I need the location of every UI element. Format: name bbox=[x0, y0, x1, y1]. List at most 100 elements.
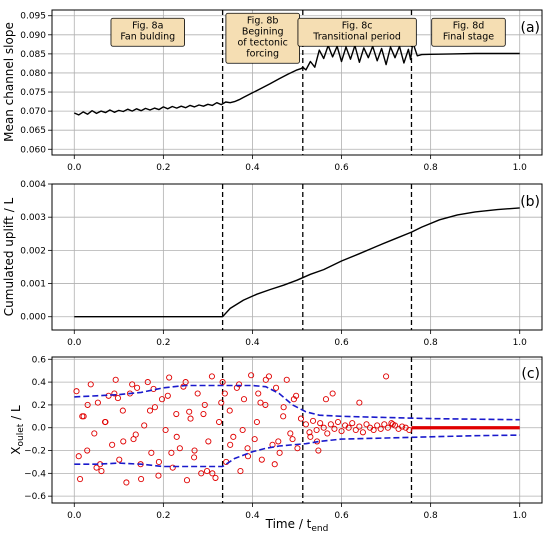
scatter-point bbox=[275, 438, 282, 445]
scatter-point bbox=[262, 401, 269, 408]
x-axis-label-main: Time / t bbox=[265, 517, 312, 531]
scatter-point bbox=[320, 424, 327, 431]
scatter-point bbox=[297, 415, 305, 422]
scatter-point bbox=[374, 422, 381, 429]
panel-b-y-tick-label: 0.000 bbox=[20, 313, 46, 323]
x-axis-label-sub: end bbox=[311, 524, 328, 534]
scatter-point bbox=[134, 384, 141, 391]
scatter-point bbox=[248, 372, 255, 379]
scatter-point bbox=[331, 425, 338, 432]
scatter-point bbox=[144, 379, 151, 386]
panel-c-envelope bbox=[74, 384, 520, 468]
scatter-point bbox=[265, 373, 272, 380]
annotation-text: Fan bulding bbox=[120, 31, 175, 42]
scatter-point bbox=[334, 418, 342, 426]
scatter-point bbox=[187, 415, 194, 422]
annotation-text: Begining bbox=[242, 26, 284, 37]
scatter-point bbox=[182, 379, 189, 386]
scatter-point bbox=[251, 436, 258, 443]
panel-c-y-tick-label: −0.6 bbox=[24, 492, 46, 502]
panel-c-y-tick-label: 0.0 bbox=[32, 424, 47, 434]
panel-b-x-tick-label: 1.0 bbox=[513, 338, 528, 348]
scatter-point bbox=[377, 425, 384, 432]
scatter-point bbox=[338, 428, 345, 435]
panel-c-grid bbox=[52, 357, 542, 503]
scatter-point bbox=[356, 399, 363, 406]
panel-c-x-tick-label: 0.6 bbox=[334, 511, 349, 521]
annotation-text: Fig. 8c bbox=[342, 20, 373, 31]
scatter-point bbox=[370, 426, 377, 434]
scatter-point bbox=[94, 399, 101, 406]
scatter-point bbox=[119, 407, 126, 414]
scatter-point bbox=[114, 395, 121, 402]
panel-b-label: (b) bbox=[520, 194, 540, 210]
scatter-point bbox=[215, 418, 223, 426]
scatter-point bbox=[317, 420, 324, 427]
annotation-box-frame bbox=[431, 17, 506, 47]
scatter-point bbox=[307, 433, 314, 440]
scatter-point bbox=[111, 390, 118, 397]
scatter-point bbox=[399, 423, 406, 430]
scatter-point bbox=[244, 453, 252, 460]
scatter-point bbox=[138, 475, 145, 483]
panel-c-x-tick-label: 1.0 bbox=[513, 511, 528, 521]
scatter-point bbox=[313, 426, 320, 434]
panel-c-ylabel-main: X bbox=[9, 446, 23, 454]
panel-a-x-tick-label: 0.2 bbox=[156, 163, 170, 173]
panel-b-x-ticks: 0.0 0.2 0.4 0.6 0.8 1.0 bbox=[67, 330, 527, 348]
panel-b-grid bbox=[52, 183, 542, 330]
scatter-point bbox=[276, 449, 283, 456]
scatter-point bbox=[287, 430, 294, 437]
scatter-point bbox=[208, 373, 215, 380]
scatter-point bbox=[93, 464, 100, 471]
scatter-point bbox=[116, 456, 123, 463]
scatter-point bbox=[345, 424, 352, 431]
scatter-point bbox=[289, 436, 296, 443]
envelope-lower-line bbox=[74, 434, 520, 468]
panel-a-frame bbox=[51, 9, 543, 156]
scatter-point bbox=[158, 396, 166, 403]
scatter-point bbox=[389, 421, 396, 428]
scatter-point bbox=[280, 413, 287, 420]
panel-b: 0.0 0.2 0.4 0.6 0.8 1.0 0.0000.0010.0020.0030… bbox=[2, 180, 543, 348]
scatter-point bbox=[384, 424, 391, 431]
scatter-point bbox=[237, 468, 244, 475]
scatter-point bbox=[123, 479, 130, 486]
panel-b-ylabel: Cumulated uplift / L bbox=[2, 197, 16, 316]
panel-c-y-ticks: −0.6 −0.4 −0.2 0.0 0.2 0.4 0.6 bbox=[24, 355, 52, 502]
panel-b-y-tick-label: 0.003 bbox=[20, 213, 46, 223]
annotation-text: Transitional period bbox=[312, 31, 401, 42]
scatter-point bbox=[84, 401, 91, 408]
panel-a-x-tick-label: 1.0 bbox=[513, 163, 528, 173]
panel-c-ylabel: Xoulet / L bbox=[9, 405, 26, 455]
scatter-point bbox=[194, 390, 201, 397]
panel-b-series-line bbox=[74, 207, 520, 318]
scatter-point bbox=[363, 421, 370, 428]
scatter-point bbox=[280, 404, 287, 411]
scatter-point bbox=[166, 374, 173, 381]
scatter-point bbox=[309, 417, 317, 424]
scatter-point bbox=[352, 426, 359, 434]
annotation-text: forcing bbox=[246, 48, 279, 59]
scatter-point bbox=[322, 396, 330, 403]
panel-a-series-line bbox=[74, 41, 520, 116]
panel-b-y-ticks: 0.000 0.001 0.002 0.003 0.004 bbox=[20, 180, 52, 323]
scatter-point bbox=[226, 407, 233, 414]
panel-a-y-tick-label: 0.085 bbox=[20, 50, 46, 60]
scatter-point bbox=[302, 421, 309, 428]
scatter-point bbox=[383, 373, 390, 380]
scatter-point bbox=[148, 449, 155, 456]
annotation-text: Fig. 8d bbox=[453, 20, 485, 31]
scatter-point bbox=[109, 441, 116, 448]
scatter-point bbox=[294, 445, 301, 452]
scatter-point bbox=[359, 429, 366, 436]
panel-c-x-tick-label: 0.0 bbox=[67, 511, 82, 521]
scatter-point bbox=[315, 447, 322, 454]
panel-b-y-tick-label: 0.001 bbox=[20, 280, 46, 290]
scatter-point bbox=[186, 408, 193, 415]
scatter-point bbox=[73, 388, 80, 395]
